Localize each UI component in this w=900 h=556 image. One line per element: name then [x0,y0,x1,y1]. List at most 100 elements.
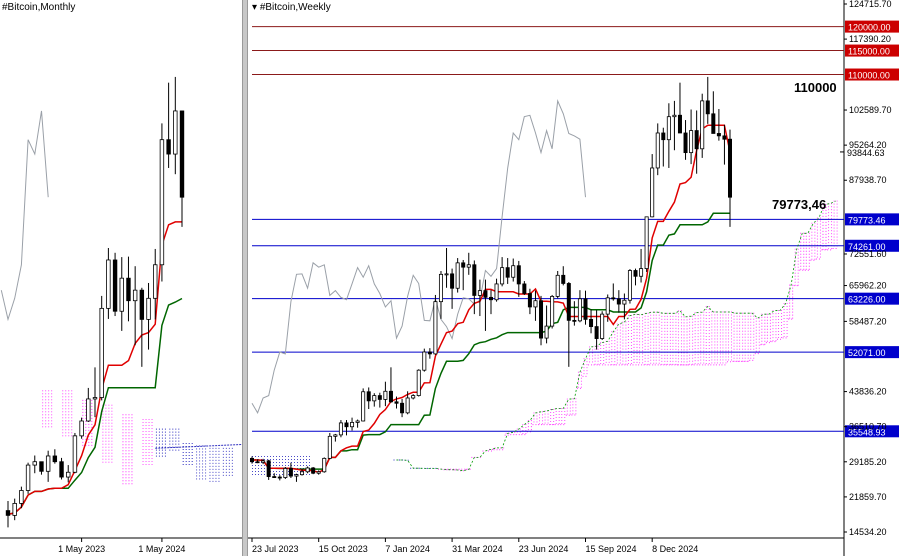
candle-body [672,114,677,118]
candle-body [622,299,627,305]
candle-body [561,274,566,284]
candle-body [566,283,571,321]
y-tick-label: 21859.70 [849,492,887,502]
x-tick-label: 23 Jul 2023 [252,544,299,554]
candle-body [544,325,549,339]
candle-body [338,422,343,436]
candle-body [146,297,151,320]
candle-body [153,264,158,299]
candle-body [683,132,688,154]
x-tick-label: 31 Mar 2024 [452,544,503,554]
y-tick-label: 43836.20 [849,387,887,397]
candle-body [494,283,499,301]
candle-body [472,264,477,296]
y-tick-label: 72551.60 [849,249,887,259]
candle-body [444,273,449,276]
candle-body [466,264,471,268]
candle-body [539,300,544,339]
candle-body [716,133,721,137]
candle-body [272,476,277,478]
candle-body [427,351,432,355]
candle-body [689,130,694,154]
senkou-span-a [396,200,836,472]
candle-body [39,461,44,472]
x-tick-label: 15 Oct 2023 [319,544,368,554]
y-tick-label: 87938.70 [849,175,887,185]
level-label: 74261.00 [848,242,886,252]
level-label: 120000.00 [848,23,891,33]
candle-body [383,390,388,400]
level-label: 35548.93 [848,427,886,437]
candle-body [577,298,582,322]
candle-body [461,262,466,268]
candle-body [250,457,255,463]
candle-body [661,132,666,141]
candle-body [159,139,165,266]
candle-body [277,476,282,479]
y-tick-label: 29185.20 [849,457,887,467]
candle-body [372,395,377,402]
candle-body [294,474,299,477]
candle-body [505,267,510,278]
y-tick-label: 117390.20 [849,34,891,44]
candle-body [639,268,644,277]
current-price-label: 93844.63 [847,148,885,158]
candle-body [533,300,538,308]
candle-body [605,297,610,315]
candle-body [483,290,488,298]
candle-body [416,369,421,396]
chart-splitter[interactable] [242,0,248,556]
level-label-bg [845,20,899,33]
level-label-bg [845,68,899,81]
candle-body [611,297,616,300]
y-tick-label: 124715.70 [849,0,892,9]
candle-body [366,391,371,402]
candle-body [377,395,382,400]
candle-body [594,326,599,339]
candle-body [25,464,31,491]
weekly-chart-title: ▾ #Bitcoin,Weekly [252,2,331,13]
monthly-tenkan-sen [7,221,182,515]
candle-body [283,468,288,478]
x-tick-label: 23 Jun 2024 [519,544,569,554]
candle-body [355,420,360,423]
y-tick-label: 65962.20 [849,281,887,291]
x-tick-label: 15 Sep 2024 [585,544,636,554]
x-tick-label: 8 Dec 2024 [652,544,698,554]
weekly-chart-canvas: 120000.00 115000.00 110000.00 79773.46 74261… [248,0,899,556]
candle-body [166,139,171,155]
level-label-bg [845,239,899,252]
candle-body [527,293,532,308]
x-tick-label: 1 May 2023 [58,544,105,554]
candle-body [350,422,355,428]
x-tick-label: 7 Jan 2024 [385,544,430,554]
level-label-bg [845,425,899,438]
candle-body [616,298,621,305]
y-tick-label: 58487.20 [849,316,887,326]
monthly-chikou-span [0,110,49,322]
chikou-span [251,98,586,414]
candle-body [400,402,405,414]
candle-body [126,277,131,302]
candle-body [173,110,178,155]
candle-body [438,273,443,303]
candle-body [694,130,699,150]
weekly-chart-panel[interactable]: 120000.00 115000.00 110000.00 79773.46 74261… [248,0,900,556]
candle-body [433,301,438,355]
candle-body [79,420,84,437]
candle-body [394,401,399,404]
candle-body [500,267,505,285]
monthly-span-line [155,443,242,449]
y-tick-label: 36510.70 [849,422,887,432]
weekly-candles [250,76,732,482]
candle-body [86,398,91,422]
candle-body [655,132,660,169]
candle-body [266,460,271,477]
level-label: 52071.00 [848,348,886,358]
dropdown-triangle-icon[interactable]: ▾ [252,2,258,13]
candle-body [12,503,17,516]
candle-body [411,395,416,399]
candle-body [644,216,649,269]
